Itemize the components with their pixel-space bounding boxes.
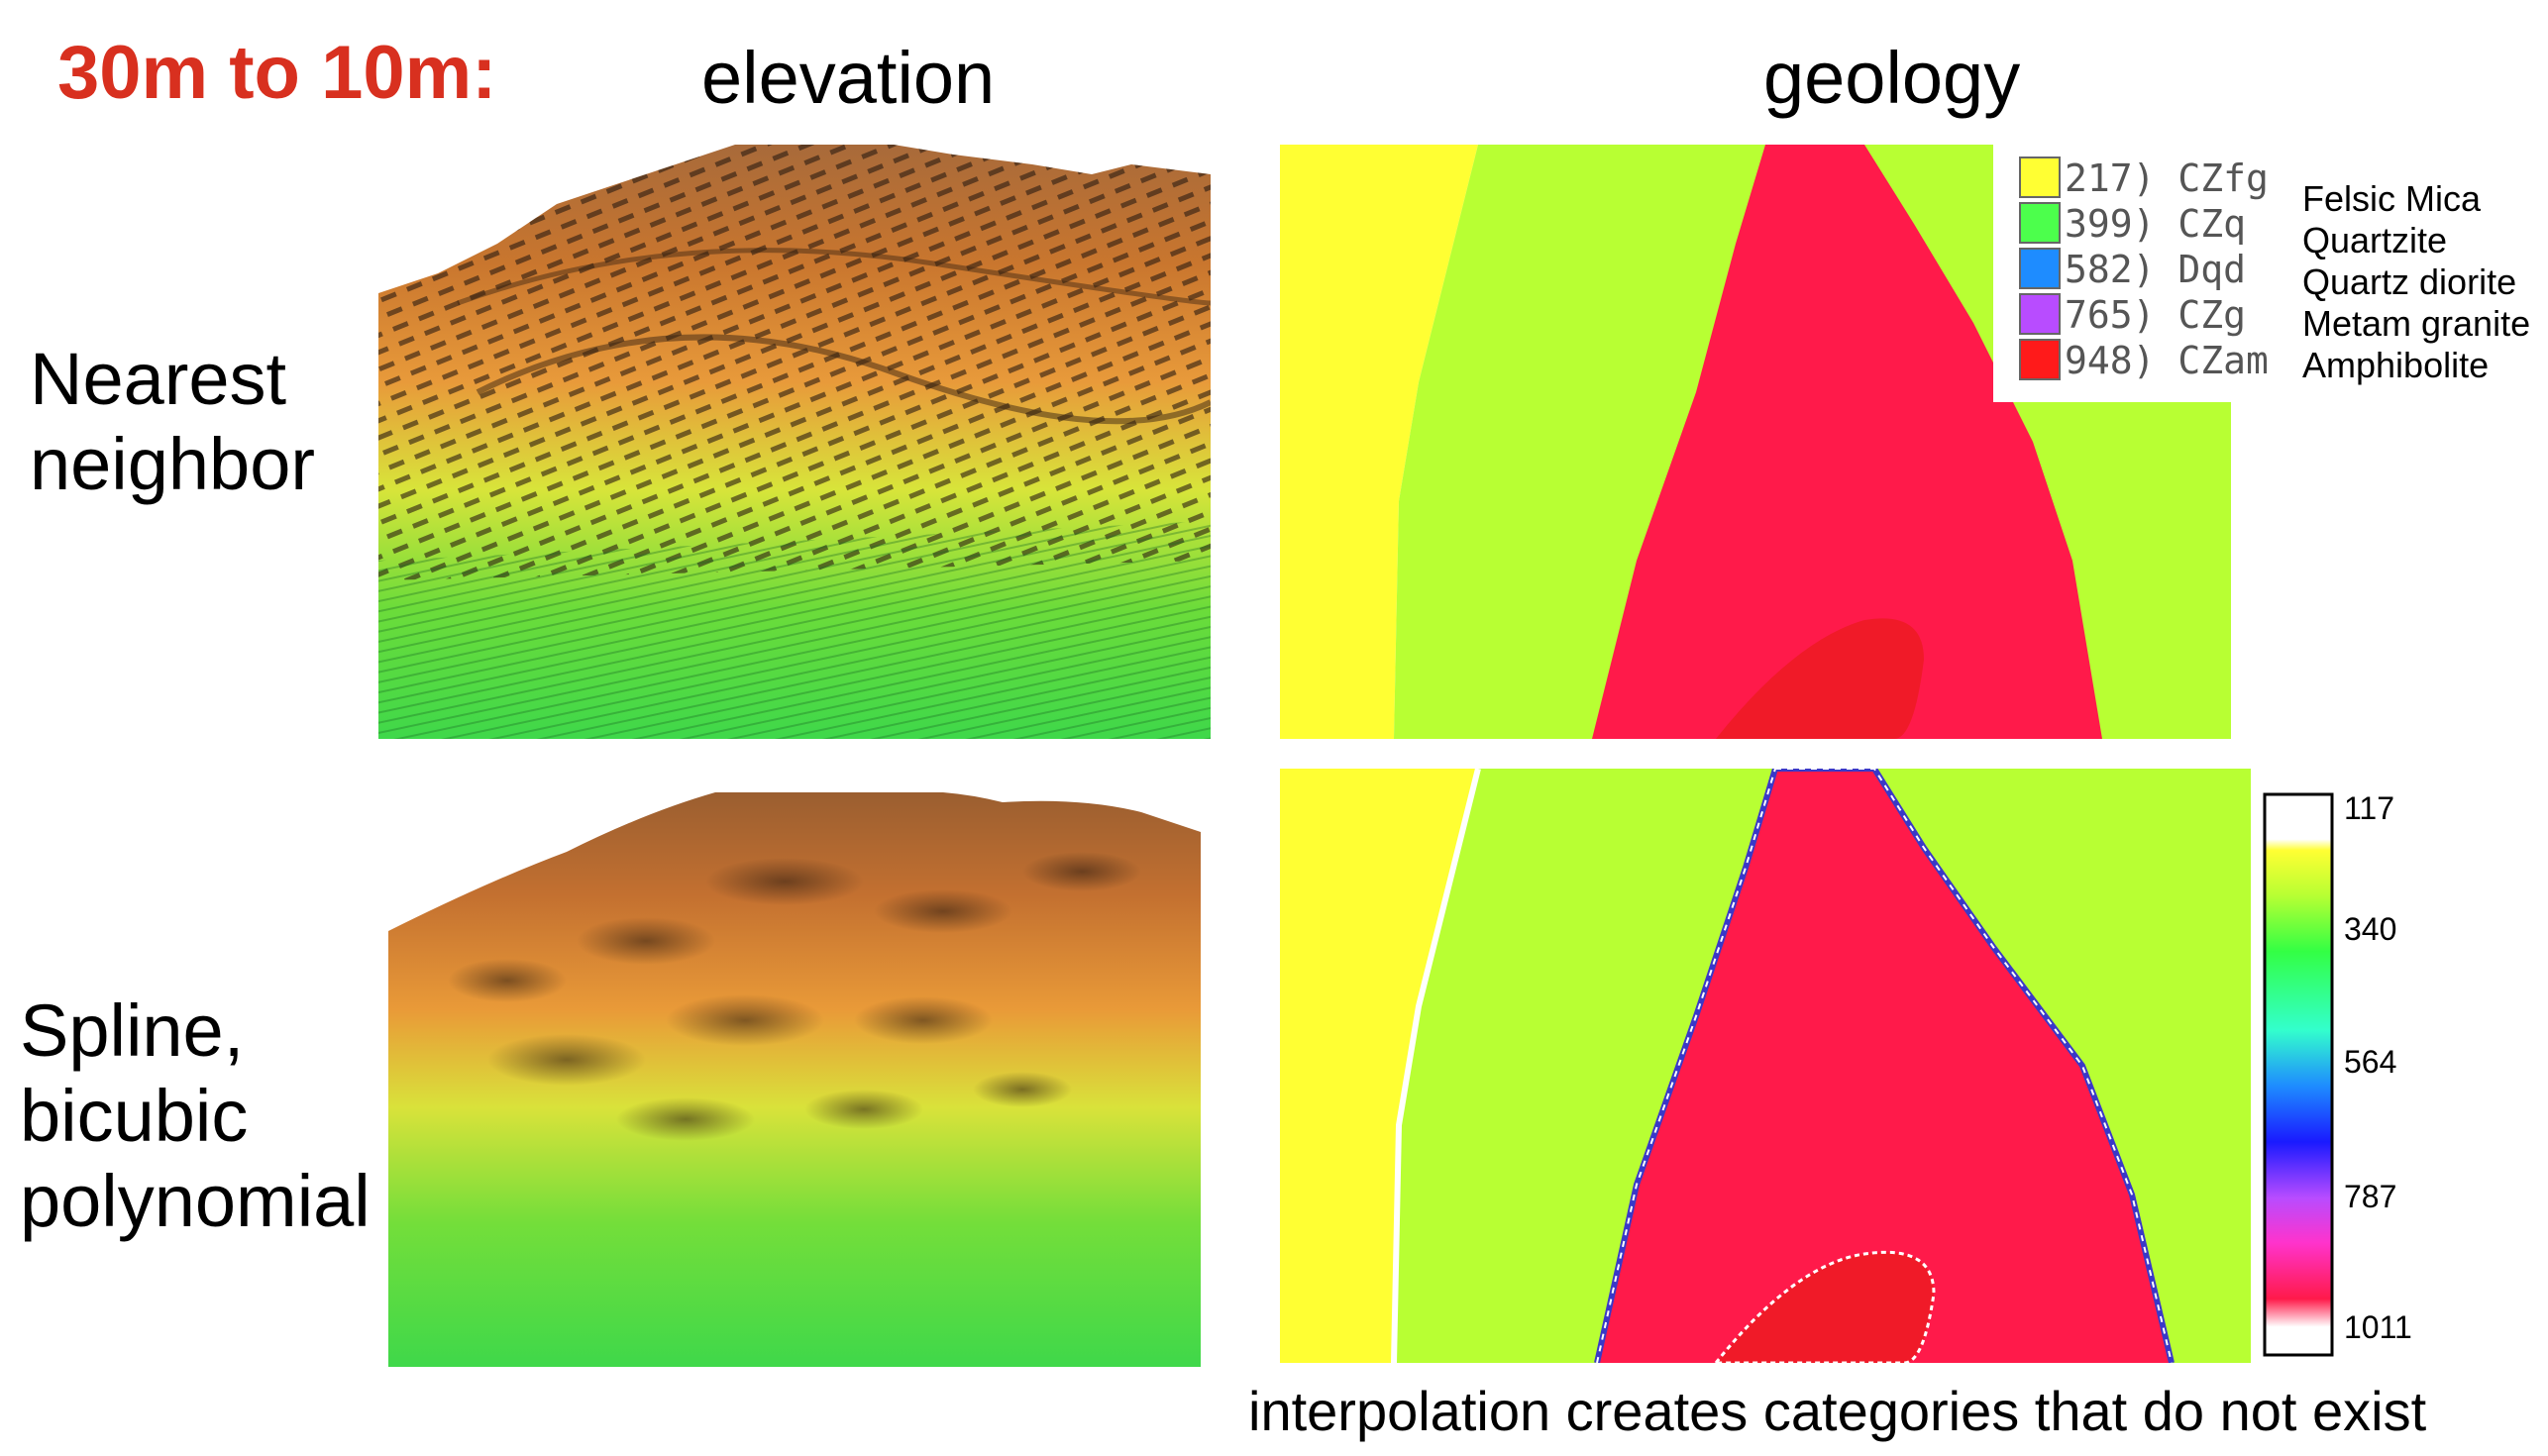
legend-swatch-quartz-diorite <box>2019 248 2061 289</box>
footer-caption: interpolation creates categories that do… <box>1248 1380 2427 1442</box>
legend-swatch-felsic <box>2019 156 2061 198</box>
legend-swatch-metam-granite <box>2019 293 2061 335</box>
elevation-column-heading: elevation <box>701 37 996 119</box>
legend-swatch-amphibolite <box>2019 339 2061 380</box>
legend-name: Metam granite <box>2302 303 2531 344</box>
colorbar-tick: 787 <box>2344 1179 2397 1214</box>
geology-legend: 217) CZfg 399) CZq 582) Dqd 765) CZg 948… <box>2005 149 2548 396</box>
geology-spline-map <box>1280 769 2251 1363</box>
row-label-line: neighbor <box>30 423 316 505</box>
colorbar-tick: 1011 <box>2344 1309 2412 1345</box>
colorbar-tick: 564 <box>2344 1044 2397 1080</box>
row-label-line: Spline, <box>20 989 245 1072</box>
geology-column-heading: geology <box>1763 37 2021 119</box>
legend-code: 948) CZam <box>2065 339 2269 382</box>
legend-swatch-quartzite <box>2019 202 2061 244</box>
legend-code: 582) Dqd <box>2065 248 2247 291</box>
colorbar-tick: 117 <box>2344 790 2395 826</box>
row-label-nearest-neighbor: Nearest neighbor <box>30 337 315 507</box>
legend-code: 399) CZq <box>2065 202 2247 246</box>
row-label-line: polynomial <box>20 1160 371 1242</box>
slide-title: 30m to 10m: <box>57 31 497 115</box>
legend-name: Quartz diorite <box>2302 261 2517 302</box>
geology-nearest-neighbor-map <box>1280 145 2231 739</box>
legend-code: 217) CZfg <box>2065 156 2269 200</box>
row-label-line: bicubic <box>20 1075 249 1157</box>
row-label-line: Nearest <box>30 338 287 420</box>
legend-code: 765) CZg <box>2065 293 2247 337</box>
colorbar <box>2263 792 2334 1357</box>
row-label-spline: Spline, bicubic polynomial <box>20 988 371 1244</box>
colorbar-tick: 340 <box>2344 911 2397 947</box>
legend-name: Amphibolite <box>2302 345 2490 385</box>
legend-name: Quartzite <box>2302 220 2448 260</box>
legend-name: Felsic Mica <box>2302 178 2482 219</box>
elevation-spline-image <box>388 792 1201 1367</box>
elevation-nearest-neighbor-image <box>378 145 1211 739</box>
